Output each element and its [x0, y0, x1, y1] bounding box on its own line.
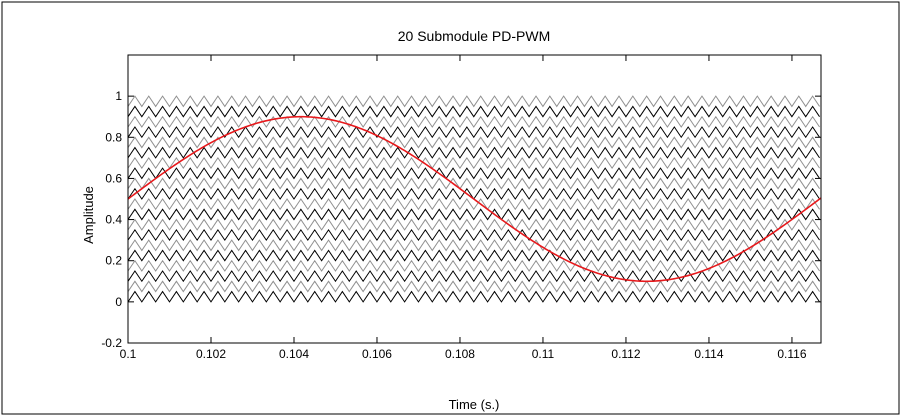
carrier-wave-1: [127, 290, 820, 303]
x-tick-label: 0.108: [445, 347, 475, 361]
x-tick-label: 0.112: [611, 347, 640, 361]
carrier-wave-13: [127, 167, 820, 180]
carrier-wave-7: [127, 228, 820, 242]
carrier-wave-20: [127, 95, 820, 108]
y-tick-label: 0.8: [105, 130, 122, 144]
carrier-waves: [127, 95, 820, 303]
carrier-wave-10: [127, 198, 820, 211]
carrier-wave-9: [127, 208, 820, 221]
y-tick-label: 0.6: [105, 171, 122, 185]
x-tick-label: 0.1: [120, 347, 137, 361]
y-tick-label: 0: [115, 295, 122, 309]
carrier-wave-15: [127, 146, 820, 159]
y-tick-label: 0.2: [105, 254, 122, 268]
x-tick-label: 0.114: [694, 347, 723, 361]
chart-title: 20 Submodule PD-PWM: [398, 28, 551, 44]
plot-area-frame: [127, 54, 822, 344]
carrier-wave-18: [127, 115, 820, 128]
y-tick-label: 0.4: [105, 213, 122, 227]
carrier-wave-5: [127, 249, 820, 262]
carrier-wave-14: [127, 156, 820, 170]
carrier-wave-6: [127, 239, 820, 252]
x-tick-label: 0.104: [279, 347, 309, 361]
carrier-wave-17: [127, 126, 820, 139]
carrier-wave-12: [127, 177, 820, 190]
x-tick-label: 0.106: [362, 347, 392, 361]
carrier-wave-3: [127, 270, 820, 283]
carrier-wave-2: [127, 280, 820, 293]
axis-ticks: 0.1 0.102 0.104 0.106 0.108 0.11 0.112 0.114 0.1…: [101, 55, 821, 361]
y-tick-label: 1: [115, 89, 122, 103]
x-tick-label: 0.116: [777, 347, 806, 361]
carrier-wave-8: [127, 218, 820, 231]
carrier-wave-4: [127, 259, 820, 272]
x-tick-label: 0.11: [532, 347, 555, 361]
reference-series: [127, 115, 822, 283]
y-tick-label: -0.2: [101, 336, 122, 350]
y-axis-label: Amplitude: [81, 186, 96, 244]
x-tick-label: 0.102: [196, 347, 226, 361]
carrier-wave-16: [127, 136, 820, 149]
carrier-wave-19: [127, 105, 820, 118]
x-axis-label: Time (s.): [449, 397, 500, 412]
reference-sine-line: [127, 115, 822, 283]
